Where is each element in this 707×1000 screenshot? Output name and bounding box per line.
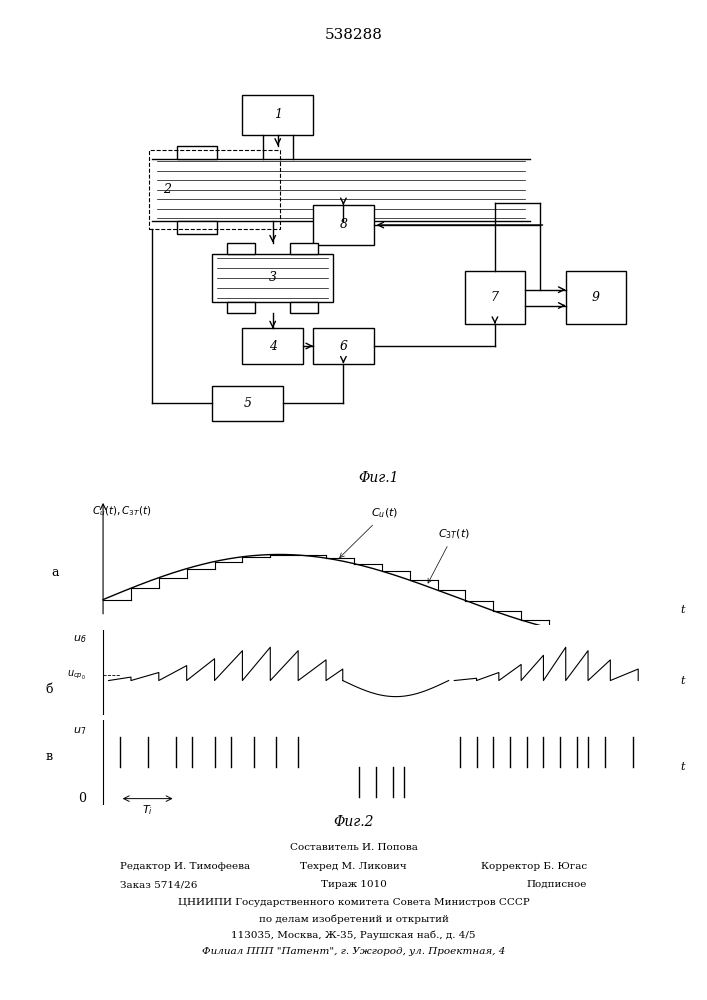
Text: Корректор Б. Югас: Корректор Б. Югас xyxy=(481,862,587,871)
Text: 1: 1 xyxy=(274,108,282,121)
Bar xyxy=(243,328,303,364)
Text: 113035, Москва, Ж-35, Раушская наб., д. 4/5: 113035, Москва, Ж-35, Раушская наб., д. … xyxy=(231,930,476,940)
Bar xyxy=(291,243,318,254)
Text: 9: 9 xyxy=(592,291,600,304)
Text: 5: 5 xyxy=(243,397,252,410)
Text: 6: 6 xyxy=(339,340,347,353)
Text: 2: 2 xyxy=(163,183,170,196)
Bar xyxy=(177,146,217,159)
Text: 538288: 538288 xyxy=(325,28,382,42)
Text: Заказ 5714/26: Заказ 5714/26 xyxy=(120,880,197,889)
Bar xyxy=(566,271,626,324)
Bar xyxy=(464,271,525,324)
Text: t: t xyxy=(680,676,684,686)
Text: $u_б$: $u_б$ xyxy=(73,633,86,645)
Text: в: в xyxy=(46,750,53,763)
Text: а: а xyxy=(51,566,59,579)
Text: по делам изобретений и открытий: по делам изобретений и открытий xyxy=(259,914,448,924)
Text: 4: 4 xyxy=(269,340,276,353)
Text: $T_i$: $T_i$ xyxy=(142,803,153,817)
Bar xyxy=(313,328,374,364)
Bar xyxy=(212,386,283,421)
Bar xyxy=(313,205,374,245)
Bar xyxy=(243,95,313,135)
Text: t: t xyxy=(680,762,684,772)
Text: $C_u(t),C_{3T}(t)$: $C_u(t),C_{3T}(t)$ xyxy=(92,504,151,518)
Text: Филиал ППП "Патент", г. Ужгород, ул. Проектная, 4: Филиал ППП "Патент", г. Ужгород, ул. Про… xyxy=(201,947,506,956)
Text: б: б xyxy=(45,683,53,696)
Text: Тираж 1010: Тираж 1010 xyxy=(320,880,387,889)
Text: Подписное: Подписное xyxy=(527,880,587,889)
Text: Составитель И. Попова: Составитель И. Попова xyxy=(290,843,417,852)
Text: 0: 0 xyxy=(78,792,86,805)
Bar xyxy=(291,302,318,313)
Text: 7: 7 xyxy=(491,291,499,304)
Bar xyxy=(227,243,255,254)
Text: Техред М. Ликович: Техред М. Ликович xyxy=(300,862,407,871)
Text: 3: 3 xyxy=(269,271,276,284)
Text: $u_7$: $u_7$ xyxy=(73,725,86,737)
Text: $C_{3T}(t)$: $C_{3T}(t)$ xyxy=(428,528,469,583)
Bar xyxy=(227,302,255,313)
Text: Редактор И. Тимофеева: Редактор И. Тимофеева xyxy=(120,862,250,871)
Text: Φиг.2: Φиг.2 xyxy=(333,815,374,829)
Bar xyxy=(177,221,217,234)
Text: Φиг.1: Φиг.1 xyxy=(358,471,399,485)
Text: $u_{cp_0}$: $u_{cp_0}$ xyxy=(67,668,86,681)
Text: 8: 8 xyxy=(339,219,347,232)
Text: ЦНИИПИ Государственного комитета Совета Министров СССР: ЦНИИПИ Государственного комитета Совета … xyxy=(177,898,530,907)
Bar xyxy=(212,254,333,302)
Text: $C_u(t)$: $C_u(t)$ xyxy=(340,507,398,558)
Bar xyxy=(149,150,280,229)
Text: t: t xyxy=(680,605,684,615)
